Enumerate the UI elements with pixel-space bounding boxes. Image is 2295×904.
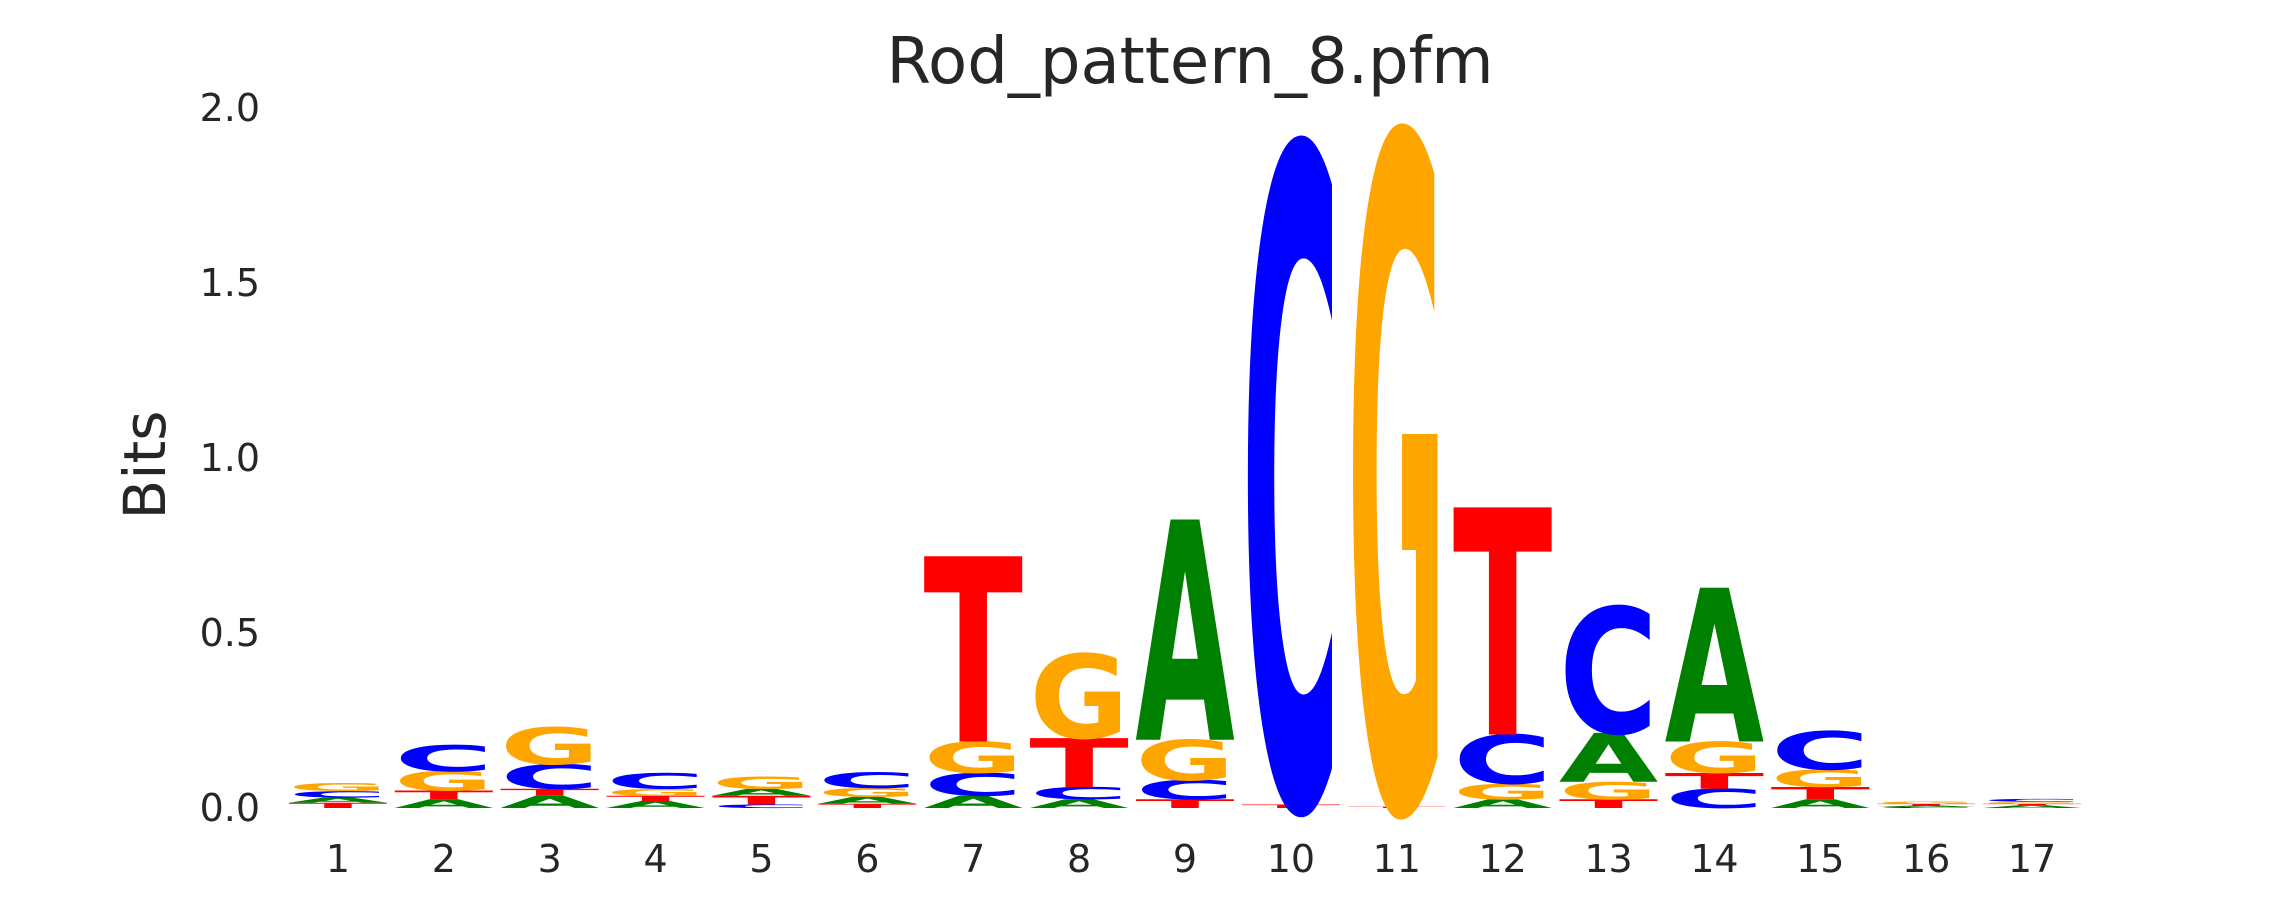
logo-letter-t: T	[1135, 797, 1235, 811]
y-tick-label: 1.0	[200, 436, 260, 480]
x-tick-label: 14	[1690, 837, 1738, 881]
x-tick-label: 5	[749, 837, 773, 881]
x-axis-ticks: 1 2 3 4 5 6 7 8 9 10 11 12 13 14 15 16 17	[326, 837, 2056, 881]
logo-letter-a: A	[923, 792, 1023, 812]
x-tick-label: 2	[432, 837, 456, 881]
logo-letter-c: C	[606, 769, 706, 794]
logo-letter-c: C	[288, 790, 388, 800]
logo-letter-g: G	[394, 766, 493, 797]
logo-letter-g: G	[1982, 801, 2082, 804]
logo-letter-g: G	[923, 734, 1023, 784]
x-tick-label: 10	[1267, 837, 1315, 881]
logo-letter-t: T	[1347, 806, 1447, 808]
logo-letter-t: T	[712, 793, 812, 807]
y-tick-label: 0.5	[200, 611, 260, 655]
logo-letter-g: G	[1135, 730, 1235, 794]
x-tick-label: 11	[1373, 837, 1421, 881]
logo-letter-a: A	[1771, 797, 1871, 811]
x-tick-label: 8	[1067, 837, 1091, 881]
x-tick-label: 1	[326, 837, 350, 881]
logo-letter-c: C	[500, 758, 600, 797]
y-axis-ticks: 0.0 0.5 1.0 1.5 2.0	[200, 86, 260, 830]
logo-letter-a: A	[1559, 720, 1659, 798]
logo-letter-c: C	[1982, 798, 2082, 802]
logo-letter-c: C	[1876, 807, 1976, 809]
logo-letter-t: T	[1029, 725, 1129, 803]
logo-letter-t: T	[1982, 803, 2082, 805]
x-tick-label: 13	[1584, 837, 1632, 881]
logo-letter-a: A	[712, 787, 812, 798]
x-tick-label: 9	[1173, 837, 1197, 881]
chart-title: Rod_pattern_8.pfm	[886, 25, 1493, 99]
x-tick-label: 3	[538, 837, 562, 881]
x-tick-label: 16	[1902, 837, 1950, 881]
logo-letter-t: T	[1453, 446, 1553, 808]
logo-letter-c: C	[1453, 722, 1553, 800]
y-tick-label: 2.0	[200, 86, 260, 130]
logo-letter-a: A	[500, 792, 600, 812]
logo-letter-t: T	[1559, 797, 1659, 811]
logo-letter-c: C	[1135, 775, 1235, 806]
logo-letter-c: C	[1771, 721, 1871, 783]
logo-letter-g: G	[818, 786, 918, 800]
x-tick-label: 12	[1478, 837, 1526, 881]
logo-letter-g: G	[500, 718, 600, 777]
logo-letter-t: T	[394, 788, 494, 802]
logo-letter-a: A	[1665, 547, 1765, 792]
logo-letter-c: C	[712, 804, 812, 810]
logo-letter-g: G	[1559, 777, 1658, 805]
logo-letter-g: G	[606, 787, 706, 798]
logo-letter-t: T	[606, 794, 706, 802]
logo-letter-t: T	[288, 801, 388, 809]
logo-letter-a: A	[818, 795, 918, 806]
y-tick-label: 1.5	[200, 261, 260, 305]
logo-letter-c: C	[923, 767, 1023, 803]
logo-letter-a: A	[288, 796, 388, 804]
logo-letter-t: T	[500, 787, 600, 798]
logo-letter-a: A	[1135, 460, 1235, 811]
logo-letter-g: G	[288, 782, 388, 794]
logo-letter-a: A	[394, 797, 494, 811]
logo-letter-t: T	[923, 506, 1023, 802]
logo-letter-t: T	[818, 803, 918, 810]
x-tick-label: 7	[961, 837, 985, 881]
logo-letter-a: A	[1876, 805, 1976, 807]
logo-letter-a: A	[1982, 805, 2082, 809]
logo-letter-c: C	[818, 768, 918, 793]
x-tick-label: 15	[1796, 837, 1844, 881]
x-tick-label: 4	[643, 837, 667, 881]
logo-letter-c: C	[1665, 784, 1765, 815]
logo-letter-g: G	[1453, 779, 1553, 804]
logo-letter-t: T	[1241, 804, 1341, 810]
logo-letter-c: C	[1029, 784, 1129, 804]
logo-letter-c: C	[1559, 573, 1659, 774]
logo-letter-g: G	[1665, 734, 1765, 784]
logo-letter-t: T	[1771, 784, 1871, 803]
logo-letter-g: G	[712, 773, 812, 792]
logo-letter-a: A	[606, 799, 706, 810]
logo-letter-a: A	[1029, 797, 1129, 811]
logo-letter-t: T	[1876, 803, 1976, 806]
logo-letter-g: G	[1347, 0, 1447, 900]
y-axis-label: Bits	[111, 411, 179, 520]
x-tick-label: 6	[855, 837, 879, 881]
logo-letter-a: A	[1453, 797, 1553, 811]
logo-letter-g: G	[1771, 765, 1870, 793]
logo-letter-c: C	[1241, 0, 1341, 900]
logo-letter-t: T	[1665, 769, 1765, 794]
logo-letter-c: C	[394, 738, 494, 780]
logo-letter-g: G	[1029, 631, 1129, 765]
logo-letter-g: G	[1876, 800, 1976, 804]
x-tick-label: 17	[2008, 837, 2056, 881]
y-tick-label: 0.0	[200, 786, 260, 830]
